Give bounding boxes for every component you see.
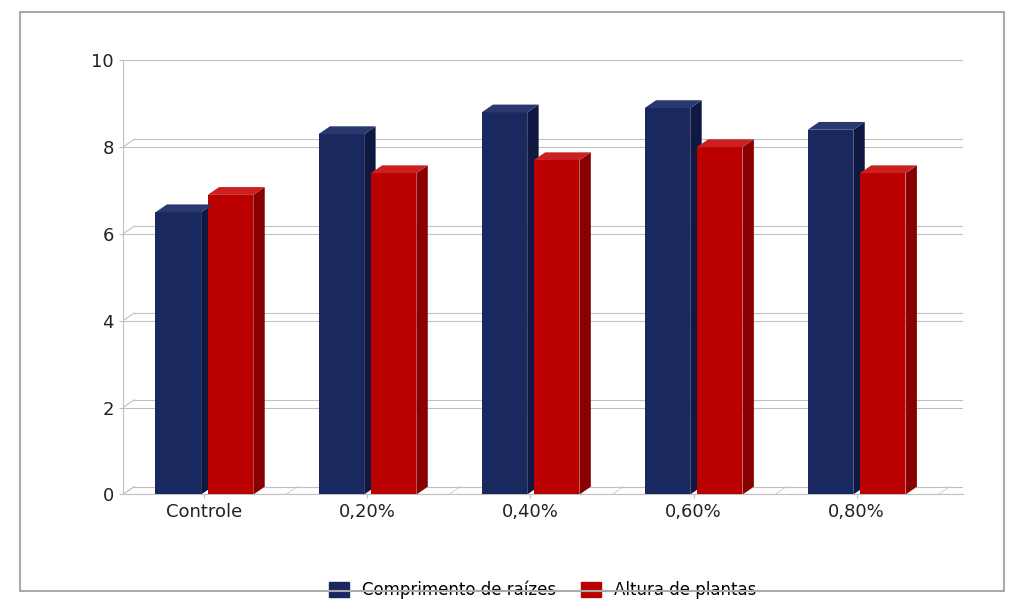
Polygon shape [534,153,591,160]
Polygon shape [318,126,376,134]
Polygon shape [253,187,265,494]
Polygon shape [481,112,527,494]
Polygon shape [905,165,916,494]
Polygon shape [690,100,701,494]
Polygon shape [580,153,591,494]
Polygon shape [208,187,265,195]
Polygon shape [201,204,213,494]
Polygon shape [696,147,742,494]
Polygon shape [318,134,365,494]
Polygon shape [371,165,428,173]
Polygon shape [417,165,428,494]
Polygon shape [860,165,916,173]
Polygon shape [365,126,376,494]
Polygon shape [742,139,754,494]
Polygon shape [860,173,905,494]
Legend: Comprimento de raízes, Altura de plantas: Comprimento de raízes, Altura de plantas [321,572,765,603]
Polygon shape [156,212,201,494]
Polygon shape [853,122,864,494]
Polygon shape [208,195,253,494]
Polygon shape [645,108,690,494]
Polygon shape [645,100,701,108]
Polygon shape [527,104,539,494]
Polygon shape [534,160,580,494]
Polygon shape [808,122,864,130]
Polygon shape [481,104,539,112]
Polygon shape [808,130,853,494]
Polygon shape [156,204,213,212]
Polygon shape [371,173,417,494]
Polygon shape [696,139,754,147]
